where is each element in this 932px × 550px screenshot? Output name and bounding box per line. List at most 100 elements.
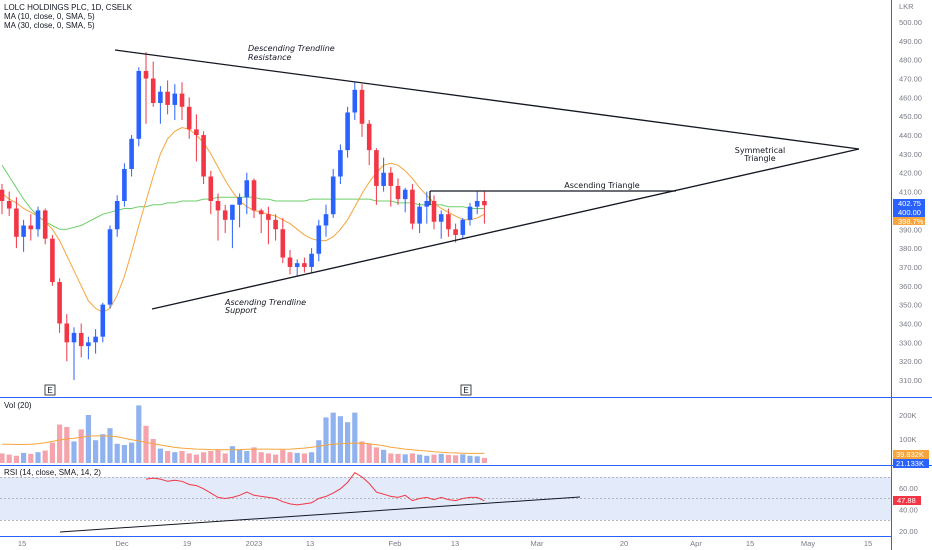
price-tick-label: 390.00 (899, 225, 922, 234)
volume-bar (287, 452, 292, 463)
volume-tick-label: 100K (899, 435, 917, 444)
volume-legend[interactable]: Vol (20) (4, 401, 32, 410)
rsi-legend[interactable]: RSI (14, close, SMA, 14, 2) (4, 468, 101, 477)
candle-body (43, 210, 48, 238)
earnings-marker-1-label: E (47, 386, 52, 395)
price-tick-label: 410.00 (899, 188, 922, 197)
volume-bar (266, 453, 271, 463)
price-tick-label: 430.00 (899, 150, 922, 159)
volume-bar (165, 451, 170, 463)
volume-bar (381, 450, 386, 463)
volume-bar (0, 453, 5, 463)
volume-axis[interactable]: 200K 100K (899, 411, 917, 444)
volume-bar (410, 453, 415, 463)
price-tick-label: 420.00 (899, 169, 922, 178)
volume-bar (201, 452, 206, 463)
volume-bar (345, 422, 350, 463)
volume-bar (79, 429, 84, 463)
candle-body (101, 305, 106, 337)
candle-body (115, 201, 120, 229)
price-tick-label: 360.00 (899, 282, 922, 291)
candle-body (331, 177, 336, 215)
candle-body (245, 180, 250, 197)
ma30-legend[interactable]: MA (30, close, 0, SMA, 5) (4, 21, 95, 30)
candle-body (230, 205, 235, 220)
volume-bar (295, 453, 300, 463)
candle-body (237, 197, 242, 205)
rsi-tick-label: 60.00 (899, 484, 918, 493)
price-tick-label: 370.00 (899, 263, 922, 272)
candle-body (475, 201, 480, 207)
ascending-triangle-label[interactable]: Ascending Triangle (564, 181, 640, 190)
rsi-tick-label: 40.00 (899, 505, 918, 514)
volume-bar (14, 456, 19, 463)
candle-body (439, 214, 444, 222)
volume-bar (93, 440, 98, 463)
time-tick-label: Mar (531, 539, 544, 548)
volume-bar (129, 443, 134, 463)
price-tick-label: 380.00 (899, 244, 922, 253)
volume-bar (50, 443, 55, 463)
time-tick-label: 19 (183, 539, 191, 548)
volume-bar (403, 454, 408, 463)
price-tick-label: 320.00 (899, 357, 922, 366)
price-tick-label: 440.00 (899, 131, 922, 140)
time-axis[interactable]: 15 Dec 19 2023 13 Feb 13 Mar 20 Apr 15 May 15 (18, 539, 872, 548)
candles (0, 52, 487, 380)
time-tick-label: May (801, 539, 815, 548)
candle-body (461, 220, 466, 235)
volume-ma-tag: 39.832K (896, 450, 924, 459)
symmetrical-label-line2[interactable]: Triangle (743, 154, 775, 163)
volume-bar (259, 452, 264, 463)
support-trendline[interactable] (152, 149, 859, 309)
time-tick-label: 15 (18, 539, 26, 548)
volume-bar (215, 450, 220, 463)
volume-bar (323, 417, 328, 463)
time-tick-label: 15 (746, 539, 754, 548)
time-tick-label: Dec (115, 539, 129, 548)
candle-body (0, 190, 4, 201)
candle-body (57, 282, 62, 323)
price-tick-label: 470.00 (899, 75, 922, 84)
candle-body (158, 92, 163, 103)
support-label-line2[interactable]: Support (225, 306, 257, 315)
resistance-label-line2[interactable]: Resistance (248, 53, 292, 62)
ma30-tag: 398.7% (898, 217, 924, 226)
volume-bar (223, 453, 228, 463)
resistance-trendline[interactable] (115, 50, 859, 149)
candle-body (252, 180, 257, 210)
candle-body (482, 201, 487, 205)
candle-body (453, 229, 458, 235)
time-tick-label: Feb (389, 539, 402, 548)
candle-body (281, 229, 286, 257)
price-tick-label: 460.00 (899, 93, 922, 102)
candle-body (266, 214, 271, 220)
candle-body (446, 214, 451, 229)
candle-body (201, 135, 206, 176)
volume-bar (251, 447, 256, 463)
symbol-title[interactable]: LOLC HOLDINGS PLC, 1D, CSELK (4, 3, 133, 12)
price-tick-label: 450.00 (899, 112, 922, 121)
candle-body (417, 207, 422, 224)
currency-label: LKR (899, 2, 914, 11)
candle-body (187, 107, 192, 130)
ma10-legend[interactable]: MA (10, close, 0, SMA, 5) (4, 12, 95, 21)
volume-bar (359, 441, 364, 463)
volume-bar (338, 416, 343, 463)
candle-body (367, 124, 372, 150)
resistance-label-line1[interactable]: Descending Trendline (248, 44, 335, 53)
rsi-axis[interactable]: 60.00 40.00 20.00 (899, 484, 918, 536)
volume-bar (194, 455, 199, 463)
candle-body (79, 333, 84, 346)
time-tick-label: 20 (620, 539, 628, 548)
time-tick-label: 13 (451, 539, 459, 548)
candle-body (129, 139, 134, 169)
candle-body (50, 239, 55, 282)
candle-body (259, 210, 264, 214)
candle-body (21, 225, 26, 236)
candle-body (173, 94, 178, 105)
ma10-tag: 400.00 (898, 208, 921, 217)
candle-body (468, 207, 473, 220)
candle-body (144, 71, 149, 79)
